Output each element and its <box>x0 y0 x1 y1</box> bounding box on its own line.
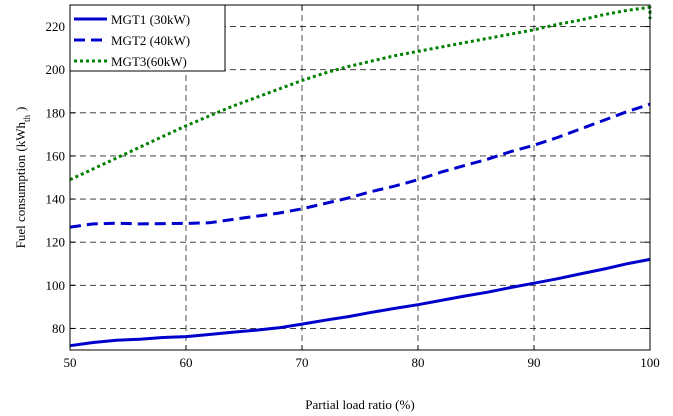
series-line-mgt2-40kw <box>69 102 651 229</box>
y-tick-label: 160 <box>46 148 66 163</box>
series-line-mgt3-60kw <box>69 5 652 182</box>
legend-label-mgt3-60kw: MGT3(60kW) <box>111 54 187 69</box>
y-axis-label-subscript: th <box>22 114 32 122</box>
y-axis-label-close: ) <box>13 107 28 111</box>
x-tick-label: 80 <box>412 355 425 370</box>
tick-labels: 50 60 70 80 90 100 80 100 120 140 160 180 200 220 <box>46 19 660 370</box>
x-tick-label: 100 <box>640 355 660 370</box>
y-tick-label: 100 <box>46 278 66 293</box>
legend: MGT1 (30kW) MGT2 (40kW) MGT3(60kW) <box>69 4 226 72</box>
legend-label-mgt1-30kw: MGT1 (30kW) <box>111 12 190 27</box>
x-axis-label: Partial load ratio (%) <box>305 397 414 412</box>
x-tick-label: 70 <box>296 355 309 370</box>
plot-frame <box>69 4 651 351</box>
series-layer <box>69 5 652 348</box>
x-tick-label: 90 <box>528 355 541 370</box>
y-tick-label: 220 <box>46 19 66 34</box>
y-tick-label: 180 <box>46 105 66 120</box>
y-tick-label: 80 <box>52 321 65 336</box>
grid-lines <box>70 5 650 350</box>
y-tick-label: 120 <box>46 235 66 250</box>
series-line-mgt1-30kw <box>69 257 651 348</box>
y-axis-label: Fuel consumption (kWhth) <box>13 107 32 249</box>
y-tick-label: 140 <box>46 192 66 207</box>
x-tick-label: 60 <box>180 355 193 370</box>
y-axis-label-main: Fuel consumption (kWh <box>13 121 28 248</box>
legend-box <box>69 4 226 72</box>
y-tick-label: 200 <box>46 62 66 77</box>
x-tick-label: 50 <box>64 355 77 370</box>
legend-label-mgt2-40kw: MGT2 (40kW) <box>111 33 190 48</box>
